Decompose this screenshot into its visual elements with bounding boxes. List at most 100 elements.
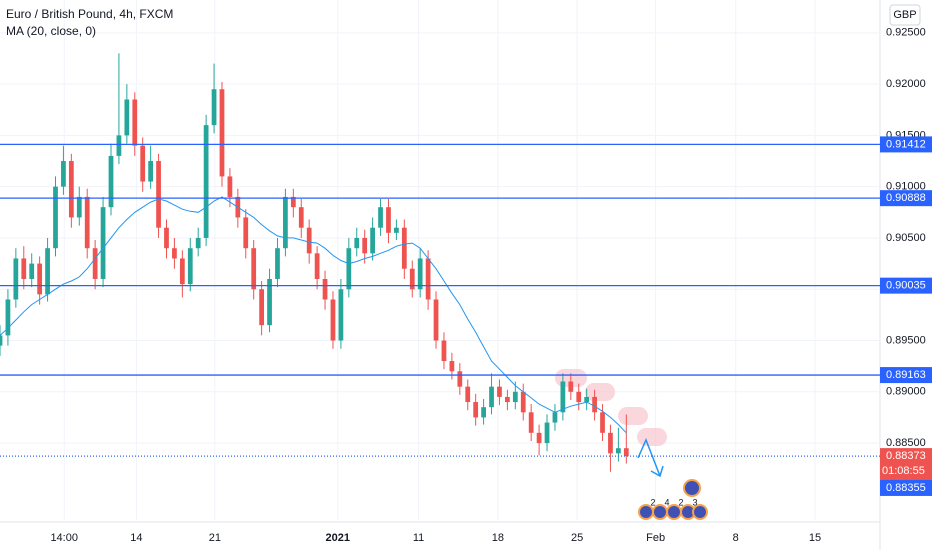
candle-body xyxy=(528,412,534,433)
event-icon[interactable] xyxy=(683,479,701,497)
candle-body xyxy=(346,248,352,290)
event-count: 3 xyxy=(692,497,697,507)
candle-body xyxy=(164,227,169,249)
candle-body xyxy=(544,422,550,444)
candle-body xyxy=(203,125,209,238)
y-tick-label: 0.92000 xyxy=(886,78,926,90)
candle-body xyxy=(322,278,328,300)
candle-body xyxy=(124,99,130,136)
candle-body xyxy=(68,161,74,218)
candle-body xyxy=(187,248,193,285)
candle-body xyxy=(584,396,590,403)
y-tick-label: 0.88500 xyxy=(886,437,926,449)
y-tick-label: 0.91000 xyxy=(886,181,926,193)
x-tick-label: Feb xyxy=(646,532,665,544)
candle-body xyxy=(409,268,415,290)
forecast-arrow xyxy=(637,438,661,477)
candle-body xyxy=(616,448,621,454)
candle-body xyxy=(156,161,161,228)
chart-title: Euro / British Pound, 4h, FXCM xyxy=(6,7,173,21)
candle-body xyxy=(61,161,66,187)
currency-button[interactable] xyxy=(889,4,921,26)
candle-body xyxy=(386,207,391,233)
highlight xyxy=(585,383,615,401)
candle-body xyxy=(179,258,185,285)
candle-body xyxy=(457,371,463,387)
candle-body xyxy=(433,299,439,341)
candle-body xyxy=(608,432,613,454)
candle-body xyxy=(512,391,518,403)
x-tick-label: 15 xyxy=(809,532,821,544)
candle-body xyxy=(489,386,494,408)
candle-body xyxy=(473,402,479,418)
y-tick-label: 0.92500 xyxy=(886,27,926,39)
last-price-label: 0.88373 xyxy=(886,450,926,462)
level-label-bg xyxy=(880,367,932,384)
candle-body xyxy=(465,386,471,403)
candle-body xyxy=(338,289,344,341)
event-icon[interactable] xyxy=(692,504,708,520)
level-label: 0.89163 xyxy=(886,369,926,381)
candle-body xyxy=(394,227,399,233)
event-count: 2 xyxy=(650,497,655,507)
candle-body xyxy=(227,176,233,197)
level-label-bg xyxy=(880,190,932,207)
x-tick-label: 25 xyxy=(571,532,583,544)
candle-body xyxy=(251,248,257,290)
candle-body xyxy=(140,145,146,182)
x-tick-label: 14 xyxy=(130,532,142,544)
candle-body xyxy=(116,135,122,156)
candle-body xyxy=(100,207,106,279)
candle-body xyxy=(84,196,90,249)
last-price-bg xyxy=(880,448,932,481)
candle-body xyxy=(0,335,3,346)
candle-body xyxy=(497,386,502,397)
indicator-label: MA (20, close, 0) xyxy=(6,24,96,38)
candle-body xyxy=(37,263,43,295)
highlight xyxy=(618,407,648,425)
x-tick-label: 2021 xyxy=(325,532,349,544)
candle-body xyxy=(290,196,296,208)
candle-body xyxy=(29,263,35,279)
candle-body xyxy=(45,248,50,295)
candle-body xyxy=(132,99,138,146)
plot xyxy=(0,53,629,472)
candle-body xyxy=(92,248,98,279)
level-label: 0.91412 xyxy=(886,138,926,150)
candle-body xyxy=(259,289,264,326)
candle-body xyxy=(195,237,201,249)
candle-body xyxy=(441,340,447,362)
candle-body xyxy=(21,258,27,279)
candle-body xyxy=(370,227,375,254)
candle-body xyxy=(5,299,11,336)
y-tick-label: 0.89500 xyxy=(886,334,926,346)
candle-body xyxy=(552,412,558,423)
candle-body xyxy=(481,407,486,418)
candle-body xyxy=(13,258,19,300)
level-label-bg xyxy=(880,277,932,294)
candle-body xyxy=(354,237,360,249)
x-tick-label: 21 xyxy=(209,532,221,544)
candle-body xyxy=(108,155,114,208)
candle-body xyxy=(505,396,510,403)
level-label-bg xyxy=(880,136,932,153)
candle-body xyxy=(362,237,368,254)
candle-body xyxy=(623,448,629,457)
candle-body xyxy=(314,253,320,279)
level-label: 0.90888 xyxy=(886,192,926,204)
candle-body xyxy=(600,412,605,433)
candle-body xyxy=(401,227,407,269)
candle-body xyxy=(425,258,431,300)
y-tick-label: 0.89000 xyxy=(886,386,926,398)
candle-body xyxy=(243,217,249,249)
candle-body xyxy=(536,432,542,444)
grid xyxy=(0,0,880,520)
candle-body xyxy=(520,391,526,413)
x-tick-label: 11 xyxy=(413,532,424,544)
candle-body xyxy=(592,396,597,413)
candle-body xyxy=(378,207,383,228)
event-count: 2 xyxy=(678,497,683,507)
